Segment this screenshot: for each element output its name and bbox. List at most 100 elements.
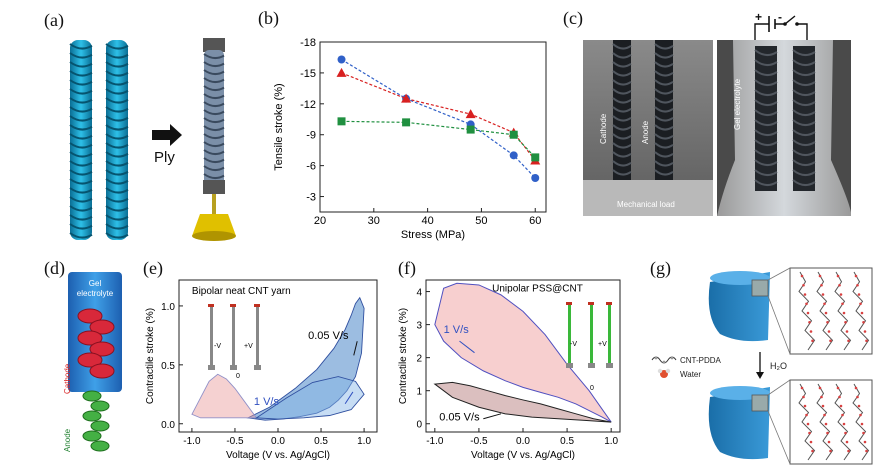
water-dot — [803, 404, 807, 408]
water-dot — [829, 339, 832, 343]
cnt-fibers-before — [798, 271, 870, 351]
water-dot — [803, 293, 807, 296]
water-dot — [809, 440, 813, 444]
twist-stroke — [654, 97, 674, 104]
inset-clamp — [208, 304, 214, 307]
twist-stroke — [105, 142, 129, 149]
x-tick-label: -1.0 — [426, 436, 444, 447]
water-dot — [862, 431, 865, 435]
water-dot — [802, 283, 805, 287]
twist-stroke — [654, 88, 674, 95]
water-dot — [839, 404, 843, 408]
circuit-switch-icon: + - — [754, 10, 808, 40]
plot-frame — [319, 41, 547, 213]
twist-stroke — [203, 157, 225, 163]
sweep-arrow-1 — [353, 341, 358, 356]
water-dot — [854, 386, 858, 390]
inset-weight — [606, 363, 613, 368]
twist-stroke — [105, 97, 129, 104]
cathode-yarn-gel-photo — [755, 46, 777, 191]
water-dot — [842, 311, 846, 315]
water-dot — [854, 274, 858, 278]
twist-stroke — [203, 165, 225, 171]
data-point-square — [402, 118, 411, 127]
twist-stroke — [754, 179, 778, 186]
water-dot — [805, 302, 808, 306]
water-dot — [827, 440, 831, 444]
twist-stroke — [203, 109, 225, 115]
twist-stroke — [69, 160, 93, 167]
twist-stroke — [203, 85, 225, 91]
twist-stroke — [612, 151, 632, 158]
water-dot — [811, 449, 814, 453]
twist-stroke — [69, 187, 93, 194]
x-tick-label: -1.0 — [183, 436, 201, 447]
panel-c-photo-svg — [583, 40, 852, 216]
twist-stroke — [792, 109, 816, 116]
twist-stroke — [69, 88, 93, 95]
minus-label: - — [778, 10, 782, 24]
water-dot — [841, 302, 844, 306]
hysteresis-loop-1 — [433, 381, 612, 423]
twist-stroke — [69, 61, 93, 68]
twist-stroke — [69, 178, 93, 185]
water-dot — [820, 395, 823, 399]
data-point-triangle — [336, 67, 347, 77]
x-tick-label: 1.0 — [604, 436, 618, 447]
twist-stroke — [654, 151, 674, 158]
twist-stroke — [105, 151, 129, 158]
inset-weight — [566, 363, 573, 368]
inset-e-zero: 0 — [236, 373, 240, 380]
hysteresis-loop-2 — [255, 376, 365, 420]
twist-stroke — [612, 142, 632, 149]
twist-stroke — [754, 129, 778, 136]
twist-stroke — [105, 88, 129, 95]
fit-line-series-2 — [341, 120, 536, 158]
fit-line-series-0 — [341, 59, 536, 179]
twist-stroke — [105, 70, 129, 77]
twist-stroke — [754, 49, 778, 56]
inset-f-yarns: -V +V 0 — [566, 302, 613, 392]
x-tick-label: 20 — [314, 215, 326, 227]
inset-clamp — [588, 302, 594, 305]
water-dot — [806, 311, 810, 315]
water-dot — [806, 422, 810, 426]
twist-stroke — [754, 119, 778, 126]
cathode-label: Cathode — [599, 113, 608, 144]
data-point-square — [531, 153, 540, 162]
twist-stroke — [612, 106, 632, 113]
water-dot — [818, 274, 822, 278]
water-dot — [805, 413, 808, 417]
water-dot — [844, 320, 847, 324]
cathode-braid-strand — [89, 363, 115, 379]
hysteresis-loop-0 — [246, 296, 365, 421]
water-dot — [839, 293, 843, 296]
data-point-circle — [337, 55, 346, 64]
inset-clamp — [254, 304, 260, 307]
y-tick-label: -18 — [300, 37, 316, 49]
twist-stroke — [105, 232, 129, 239]
water-dot — [821, 404, 825, 408]
plied-yarn — [203, 38, 225, 214]
sweep-arrow-2 — [344, 391, 354, 404]
ply-label: Ply — [154, 149, 175, 166]
twist-stroke — [203, 77, 225, 83]
panel-g-illustration: CNT-PDDA Water H₂O — [651, 267, 873, 465]
data-point-circle — [531, 174, 540, 182]
twist-stroke — [69, 43, 93, 50]
inset-e-yarns: -V +V 0 — [208, 304, 261, 380]
y-tick-label: -6 — [306, 161, 316, 173]
inset-yarn — [608, 305, 611, 363]
x-tick-label: 0.0 — [271, 436, 285, 447]
twist-stroke — [792, 159, 816, 166]
water-dot — [809, 330, 813, 333]
x-tick-label: 60 — [529, 215, 541, 227]
twist-stroke — [69, 124, 93, 131]
twist-stroke — [612, 79, 632, 86]
y-axis-label: Contractile stroke (%) — [145, 308, 156, 404]
anode-yarn — [82, 390, 110, 452]
twist-stroke — [105, 196, 129, 203]
water-dot — [821, 293, 825, 296]
electrolyte-label: electrolyte — [77, 289, 114, 298]
inset-weight — [254, 365, 261, 370]
